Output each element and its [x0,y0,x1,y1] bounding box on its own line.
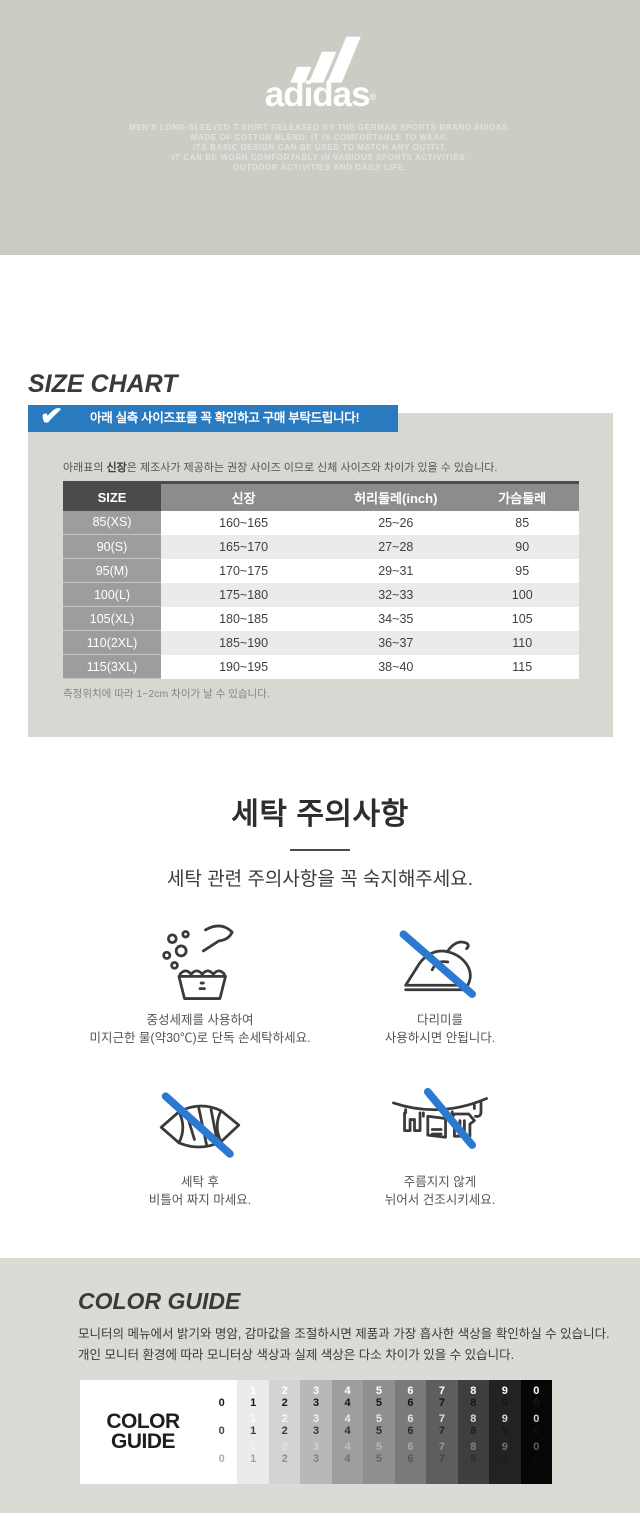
size-table-note: 아래표의 신장은 제조사가 제공하는 권장 사이즈 이므로 신체 사이즈와 차이… [63,462,498,474]
cell-waist: 32~33 [326,582,466,607]
cell-height: 165~170 [161,534,327,559]
cell-height: 185~190 [161,630,327,655]
color-guide-description-line: 개인 모니터 환경에 따라 모니터상 색상과 실제 색상은 다소 차이가 있을 … [78,1348,515,1362]
cell-waist: 34~35 [326,606,466,631]
cell-chest: 95 [465,558,579,583]
care-item-hand-wash: 중성세제를 사용하여 미지근한 물(약30℃)로 단독 손세탁하세요. [80,921,320,1047]
column-header-waist: 허리둘레(inch) [326,482,466,511]
size-table-body: 85(XS) 160~165 25~26 85 90(S) 165~170 27~28 90 9… [63,510,579,679]
column-header-size: SIZE [63,482,162,511]
banner-text: 아래 실측 사이즈표를 꼭 확인하고 구매 부탁드립니다! [90,411,360,425]
size-chart-title: SIZE CHART [28,370,178,398]
size-chart-banner: ✔ 아래 실측 사이즈표를 꼭 확인하고 구매 부탁드립니다! [28,400,398,432]
color-guide-strip-label: COLOR GUIDE [80,1380,206,1484]
registered-mark: ® [369,92,377,102]
bottom-white-strip [0,1513,640,1520]
washing-care-section: 세탁 주의사항 세탁 관련 주의사항을 꼭 숙지해주세요. 중성세제를 사용하여… [0,737,640,1209]
no-hang-dry-icon [392,1087,488,1149]
color-guide-title: COLOR GUIDE [78,1288,241,1314]
adidas-wordmark: adidas® [264,75,377,114]
column-header-chest: 가슴둘레 [465,482,579,511]
cell-chest: 110 [465,630,579,655]
table-row: 100(L) 175~180 32~33 100 [63,582,579,607]
cell-size: 95(M) [63,558,162,583]
care-caption: 다리미를 사용하시면 안됩니다. [384,1013,496,1045]
brand-description-line: OUTDOOR ACTIVITIES AND DAILY LIFE. [233,163,407,172]
care-caption: 중성세제를 사용하여 미지근한 물(약30℃)로 단독 손세탁하세요. [89,1013,311,1045]
cell-chest: 85 [465,510,579,535]
cell-waist: 29~31 [326,558,466,583]
care-caption: 주름지지 않게 뉘어서 건조시키세요. [384,1175,496,1207]
brand-header-band: adidas® MEN'S LONG-SLEEVED T-SHIRT RELEA… [0,0,640,255]
cell-height: 190~195 [161,654,327,679]
cell-height: 180~185 [161,606,327,631]
cell-size: 115(3XL) [63,654,162,679]
table-row: 110(2XL) 185~190 36~37 110 [63,630,579,655]
cell-waist: 36~37 [326,630,466,655]
brand-description: MEN'S LONG-SLEEVED T-SHIRT RELEASED BY T… [0,123,640,173]
cell-size: 110(2XL) [63,630,162,655]
brand-description-line: ITS BASIC DESIGN CAN BE USED TO MATCH AN… [192,143,447,152]
adidas-logo: adidas® [245,0,395,114]
cell-waist: 38~40 [326,654,466,679]
cell-size: 90(S) [63,534,162,559]
cell-waist: 25~26 [326,510,466,535]
cell-chest: 105 [465,606,579,631]
size-chart-section: SIZE CHART ✔ 아래 실측 사이즈표를 꼭 확인하고 구매 부탁드립니… [0,255,640,737]
cell-height: 175~180 [161,582,327,607]
cell-chest: 100 [465,582,579,607]
brand-description-line: MADE OF COTTON BLEND, IT IS COMFORTABLE … [190,133,450,142]
size-table-container: 아래표의 신장은 제조사가 제공하는 권장 사이즈 이므로 신체 사이즈와 차이… [28,413,613,737]
cell-waist: 27~28 [326,534,466,559]
table-header-row: SIZE 신장 허리둘레(inch) 가슴둘레 [63,482,579,511]
washing-title: 세탁 주의사항 [231,798,409,831]
cell-size: 85(XS) [63,510,162,535]
color-guide-description: 모니터의 메뉴에서 밝기와 명암, 감마값을 조절하시면 제품과 가장 흡사한 … [78,1324,640,1366]
care-caption: 세탁 후 비틀어 짜지 마세요. [148,1175,252,1207]
table-row: 105(XL) 180~185 34~35 105 [63,606,579,631]
cell-size: 105(XL) [63,606,162,631]
cell-chest: 115 [465,654,579,679]
title-divider [290,849,350,851]
brand-description-line: IT CAN BE WORN COMFORTABLY IN VARIOUS SP… [172,153,468,162]
brand-description-line: MEN'S LONG-SLEEVED T-SHIRT RELEASED BY T… [129,123,511,132]
check-icon: ✔ [38,399,65,433]
color-guide-section: COLOR GUIDE 모니터의 메뉴에서 밝기와 명암, 감마값을 조절하시면… [0,1258,640,1520]
adidas-bars-icon [290,36,361,83]
table-row: 90(S) 165~170 27~28 90 [63,534,579,559]
color-guide-description-line: 모니터의 메뉴에서 밝기와 명암, 감마값을 조절하시면 제품과 가장 흡사한 … [78,1327,610,1341]
cell-height: 160~165 [161,510,327,535]
table-row: 115(3XL) 190~195 38~40 115 [63,654,579,679]
no-wring-icon [159,1092,241,1158]
washing-icon-grid: 중성세제를 사용하여 미지근한 물(약30℃)로 단독 손세탁하세요. 다리미를… [80,921,560,1209]
column-header-height: 신장 [161,482,327,511]
size-table: SIZE 신장 허리둘레(inch) 가슴둘레 85(XS) 160~165 25~… [63,481,579,679]
no-iron-icon [399,930,477,999]
care-item-no-iron: 다리미를 사용하시면 안됩니다. [320,921,560,1047]
table-row: 95(M) 170~175 29~31 95 [63,558,579,583]
care-item-no-hang-dry: 주름지지 않게 뉘어서 건조시키세요. [320,1083,560,1209]
color-guide-panel: COLOR GUIDE 모니터의 메뉴에서 밝기와 명암, 감마값을 조절하시면… [0,1258,640,1513]
cell-height: 170~175 [161,558,327,583]
size-table-footnote: 측정위치에 따라 1~2cm 차이가 날 수 있습니다. [63,688,270,700]
cell-chest: 90 [465,534,579,559]
hand-wash-icon [162,924,234,1000]
care-item-no-wring: 세탁 후 비틀어 짜지 마세요. [80,1083,320,1209]
washing-subtitle: 세탁 관련 주의사항을 꼭 숙지해주세요. [166,869,474,890]
table-row: 85(XS) 160~165 25~26 85 [63,510,579,535]
cell-size: 100(L) [63,582,162,607]
